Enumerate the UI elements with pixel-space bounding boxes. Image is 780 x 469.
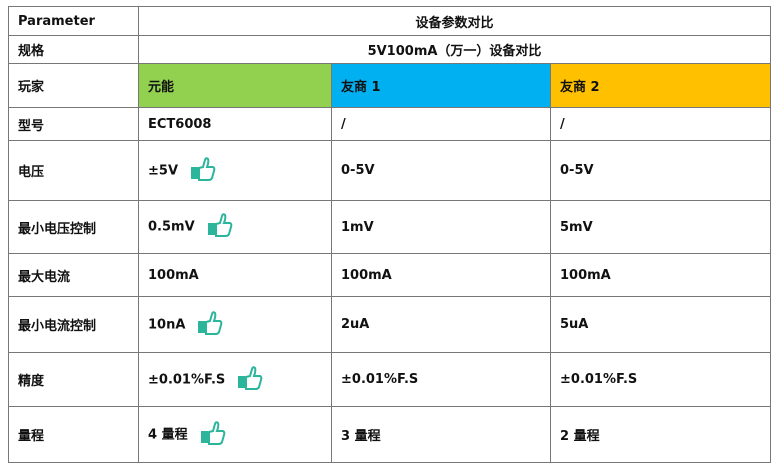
cell-value: / (331, 107, 551, 141)
value-text: 5mV (560, 219, 593, 235)
thumbs-up-icon (207, 213, 233, 241)
cell-value: 100mA (549, 253, 772, 297)
table-row: 电压 ±5V 0-5V 0-5V (8, 140, 772, 201)
row-label: 电压 (8, 140, 139, 201)
value-text: 100mA (148, 267, 199, 283)
cell-value: ±5V (138, 140, 332, 201)
value-text: / (560, 116, 565, 132)
thumbs-up-icon (190, 156, 216, 185)
cell-value: 0-5V (549, 140, 772, 201)
cell-value: 4 量程 (138, 406, 332, 463)
value-text: ECT6008 (148, 116, 212, 132)
cell-value: 100mA (138, 253, 332, 297)
cell-value: 0-5V (331, 140, 551, 201)
row-label: 精度 (8, 352, 139, 407)
cell-value: 100mA (331, 253, 551, 297)
value-text: ±5V (148, 163, 178, 178)
cell-value: 2uA (331, 296, 551, 353)
value-text: ±0.01%F.S (560, 372, 638, 387)
table-row: 精度 ±0.01%F.S ±0.01%F.S ±0.01%F.S (8, 352, 772, 407)
parameter-label: Parameter (8, 6, 139, 36)
value-text: 0-5V (560, 163, 594, 178)
value-text: ±0.01%F.S (341, 372, 419, 387)
table-row: 型号 ECT6008 / / (8, 107, 772, 141)
player-competitor-2: 友商 2 (549, 63, 772, 108)
player-competitor-1: 友商 1 (331, 63, 551, 108)
table-row: 最小电压控制 0.5mV 1mV 5mV (8, 200, 772, 254)
thumbs-up-icon (200, 420, 226, 449)
row-label: 量程 (8, 406, 139, 463)
table-row: 量程 4 量程 3 量程 2 量程 (8, 406, 772, 463)
value-text: 100mA (341, 267, 392, 283)
spec-label: 规格 (8, 35, 139, 64)
cell-value: 3 量程 (331, 406, 551, 463)
row-label: 最大电流 (8, 253, 139, 297)
value-text: 0-5V (341, 163, 375, 178)
value-text: 3 量程 (341, 429, 381, 444)
value-text: 4 量程 (148, 427, 188, 442)
cell-value: 5mV (549, 200, 772, 254)
cell-value: ECT6008 (138, 107, 332, 141)
table-title: 设备参数对比 (137, 6, 772, 36)
row-label: 最小电压控制 (8, 200, 139, 254)
value-text: 100mA (560, 267, 611, 283)
value-text: 1mV (341, 219, 374, 235)
comparison-table: Parameter 设备参数对比 规格 5V100mA（万一）设备对比 玩家 元能 … (8, 6, 772, 463)
cell-value: ±0.01%F.S (549, 352, 772, 407)
thumbs-up-icon (197, 310, 223, 339)
value-text: 0.5mV (148, 219, 195, 235)
value-text: 2uA (341, 317, 370, 332)
cell-value: 10nA (138, 296, 332, 353)
cell-value: 2 量程 (549, 406, 772, 463)
cell-value: 5uA (549, 296, 772, 353)
value-text: / (341, 116, 346, 132)
table-row: 最大电流 100mA 100mA 100mA (8, 253, 772, 297)
cell-value: ±0.01%F.S (331, 352, 551, 407)
row-label: 型号 (8, 107, 139, 141)
player-yuanneng: 元能 (138, 63, 332, 108)
value-text: 5uA (560, 317, 589, 332)
cell-value: 0.5mV (138, 200, 332, 254)
value-text: 10nA (148, 317, 186, 332)
spec-value: 5V100mA（万一）设备对比 (137, 35, 772, 64)
table-row: 最小电流控制 10nA 2uA 5uA (8, 296, 772, 353)
value-text: ±0.01%F.S (148, 372, 226, 387)
row-label: 最小电流控制 (8, 296, 139, 353)
thumbs-up-icon (237, 365, 263, 394)
cell-value: ±0.01%F.S (138, 352, 332, 407)
cell-value: / (549, 107, 772, 141)
value-text: 2 量程 (560, 429, 600, 444)
cell-value: 1mV (331, 200, 551, 254)
players-label: 玩家 (8, 63, 139, 108)
